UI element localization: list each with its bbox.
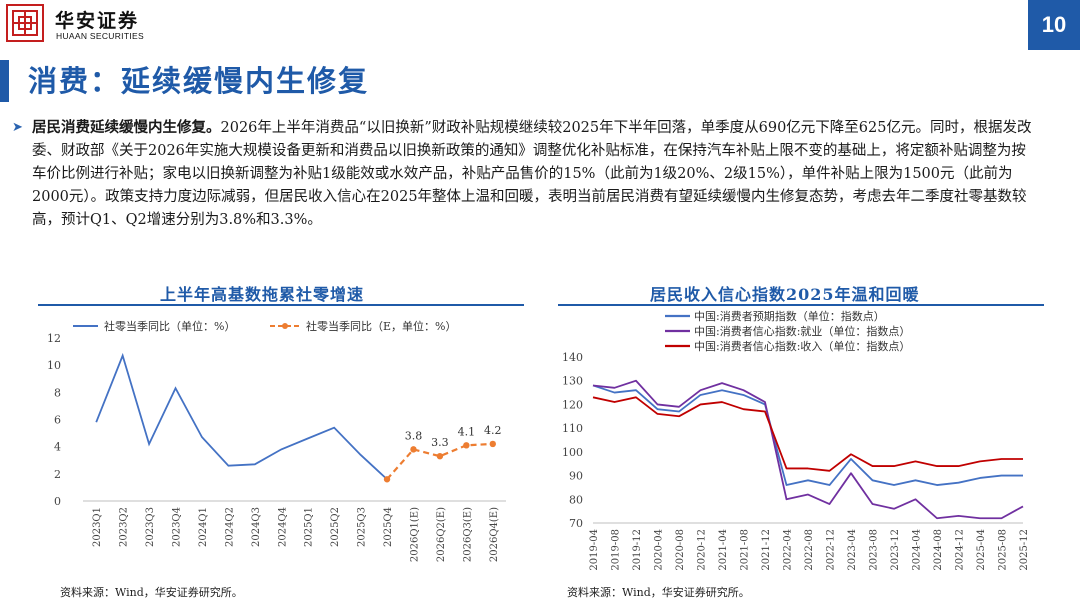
x-tick-label: 2023-04 [847, 529, 858, 571]
x-tick-label: 2023Q3 [145, 507, 156, 547]
x-tick-label: 2021-04 [718, 529, 729, 571]
left-chart-source: 资料来源：Wind，华安证券研究所。 [60, 586, 243, 599]
legend-label: 中国:消费者信心指数:收入（单位：指数点） [694, 339, 910, 353]
y-tick-label: 100 [562, 446, 583, 459]
x-tick-label: 2022-12 [826, 529, 837, 571]
x-tick-label: 2020-12 [697, 529, 708, 571]
forecast-point [383, 476, 391, 483]
x-tick-label: 2022-04 [783, 529, 794, 571]
x-tick-label: 2023Q4 [172, 507, 183, 547]
y-tick-label: 70 [569, 517, 583, 530]
series-line-actual [95, 352, 388, 480]
page-number: 10 [1028, 0, 1080, 50]
y-tick-label: 10 [47, 359, 61, 372]
y-tick-label: 140 [562, 351, 583, 364]
right-chart-source: 资料来源：Wind，华安证券研究所。 [567, 586, 750, 599]
x-tick-label: 2026Q3(E) [462, 507, 473, 562]
y-tick-label: 8 [54, 386, 61, 399]
x-tick-label: 2026Q1(E) [409, 507, 420, 562]
x-tick-label: 2023-08 [869, 529, 880, 571]
data-label: 3.3 [431, 436, 449, 449]
legend-label-forecast: 社零当季同比（E，单位：%） [306, 319, 456, 333]
x-tick-label: 2026Q4(E) [489, 507, 500, 562]
forecast-point [463, 442, 470, 449]
logo-english: HUAAN SECURITIES [56, 31, 144, 41]
x-tick-label: 2019-12 [632, 529, 643, 571]
x-tick-label: 2025-04 [976, 529, 987, 571]
y-tick-label: 90 [569, 470, 583, 483]
left-chart-title: 上半年高基数拖累社零增速 [160, 285, 365, 304]
logo-mark [6, 4, 44, 42]
data-label: 4.2 [484, 424, 502, 437]
page-title: 消费：延续缓慢内生修复 [28, 64, 370, 98]
y-tick-label: 4 [54, 441, 61, 454]
forecast-point [489, 440, 496, 448]
body-lead: 居民消费延续缓慢内生修复。 [32, 119, 221, 136]
series-line [592, 379, 1024, 520]
logo-name: 华安证券 [55, 10, 140, 32]
logo-icon [12, 10, 38, 36]
x-tick-label: 2025Q3 [357, 507, 368, 547]
legend-label-actual: 社零当季同比（单位：%） [104, 319, 235, 333]
body-paragraph: ➤ 居民消费延续缓慢内生修复。2026年上半年消费品“以旧换新”财政补贴规模继续… [12, 116, 1032, 232]
data-label: 3.8 [405, 429, 423, 442]
x-tick-label: 2021-08 [740, 529, 751, 571]
x-tick-label: 2019-04 [589, 529, 600, 571]
legend-label: 中国:消费者预期指数（单位：指数点） [694, 309, 885, 323]
x-tick-label: 2019-08 [611, 529, 622, 571]
x-tick-label: 2024-04 [912, 529, 923, 571]
x-tick-label: 2025Q1 [304, 507, 315, 547]
y-tick-label: 80 [569, 493, 583, 506]
x-tick-label: 2024Q2 [224, 507, 235, 547]
x-tick-label: 2025-08 [998, 529, 1009, 571]
x-tick-label: 2025Q4 [383, 507, 394, 547]
x-tick-label: 2020-08 [675, 529, 686, 571]
forecast-point [410, 446, 417, 453]
series-line-forecast [386, 442, 493, 480]
y-tick-label: 110 [562, 422, 583, 435]
right-chart-title: 居民收入信心指数2025年温和回暖 [650, 285, 920, 304]
x-tick-label: 2024-12 [955, 529, 966, 571]
x-tick-label: 2024Q3 [251, 507, 262, 547]
x-tick-label: 2025Q2 [330, 507, 341, 547]
x-tick-label: 2024-08 [933, 529, 944, 571]
right-chart-rule [558, 304, 1044, 306]
y-tick-label: 120 [562, 398, 583, 411]
x-tick-label: 2023-12 [890, 529, 901, 571]
x-tick-label: 2023Q1 [92, 507, 103, 547]
y-tick-label: 130 [562, 375, 583, 388]
x-tick-label: 2024Q4 [277, 507, 288, 547]
series-line [592, 384, 1023, 486]
y-tick-label: 2 [54, 468, 61, 481]
x-tick-label: 2022-08 [804, 529, 815, 571]
body-text: 2026年上半年消费品“以旧换新”财政补贴规模继续较2025年下半年回落，单季度… [32, 120, 1032, 228]
y-tick-label: 0 [54, 495, 61, 508]
data-label: 4.1 [458, 425, 476, 438]
x-tick-label: 2025-12 [1019, 529, 1030, 571]
series-line [592, 396, 1023, 472]
x-tick-label: 2024Q1 [198, 507, 209, 547]
forecast-point [436, 452, 444, 460]
x-tick-label: 2023Q2 [119, 507, 130, 547]
legend-label: 中国:消费者信心指数:就业（单位：指数点） [694, 324, 910, 338]
bullet-arrow-icon: ➤ [12, 120, 23, 135]
legend-marker-forecast [282, 323, 288, 329]
left-chart-rule [38, 304, 524, 306]
x-tick-label: 2020-04 [654, 529, 665, 571]
y-tick-label: 12 [47, 332, 61, 345]
left-chart: 0 2 4 6 8 10 12 2023Q1 2023Q2 2023Q3 2023Q4 2024Q1 2… [47, 319, 506, 562]
y-tick-label: 6 [54, 414, 61, 427]
right-chart: 70 80 90 100 110 120 130 140 2019-04 2019-08 2019-… [562, 309, 1030, 571]
x-tick-label: 2021-12 [761, 529, 772, 571]
x-tick-label: 2026Q2(E) [436, 507, 447, 562]
title-accent-bar [0, 60, 9, 102]
